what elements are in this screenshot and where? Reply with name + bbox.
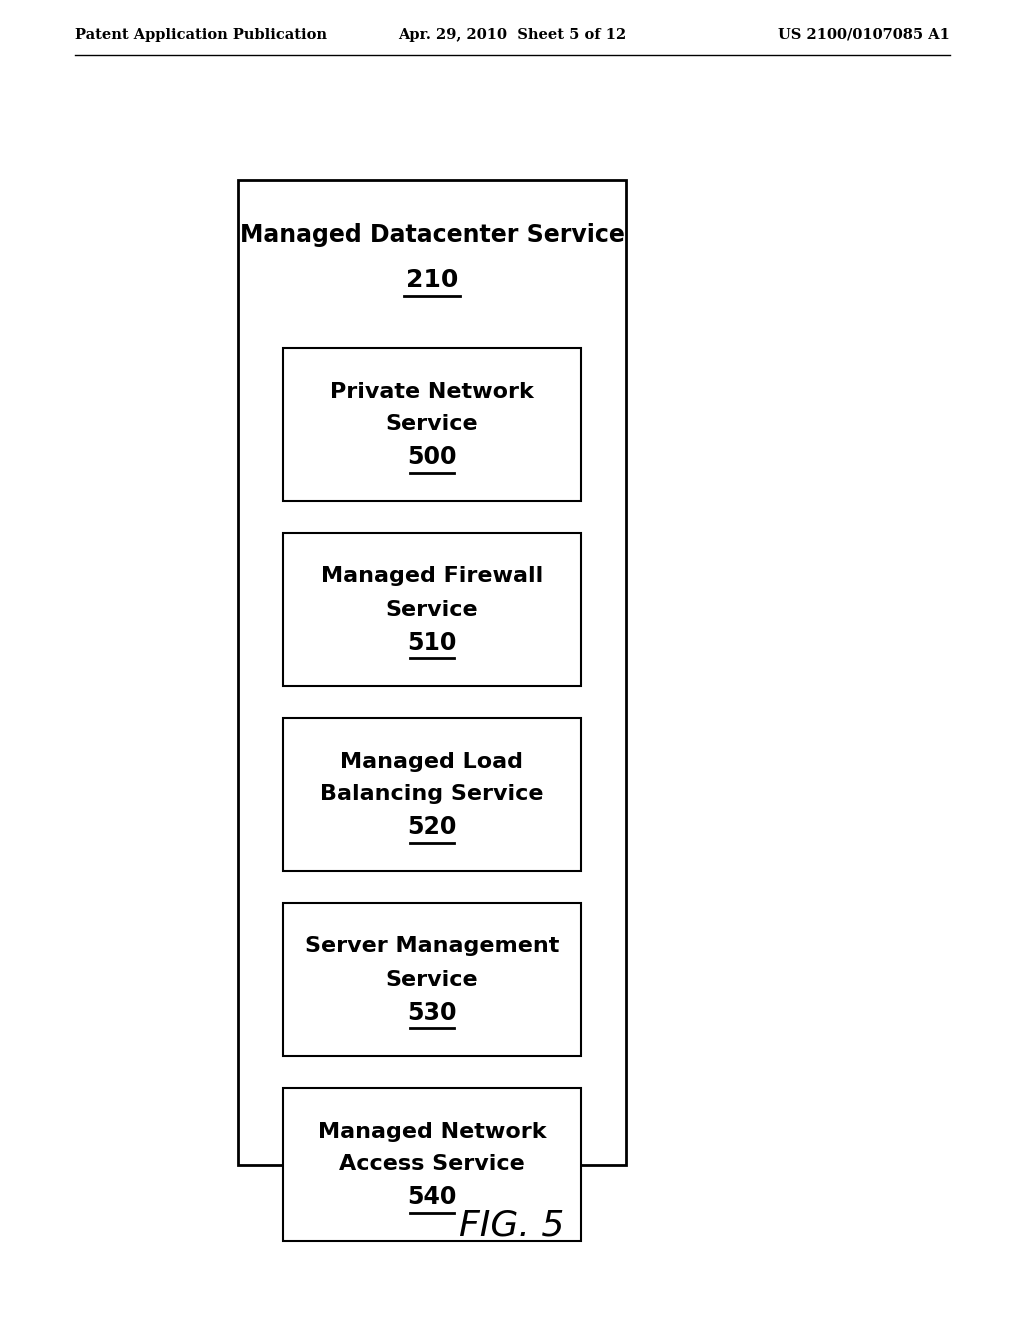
Text: Service: Service — [386, 969, 478, 990]
Bar — [283, 348, 581, 502]
Text: Private Network: Private Network — [330, 381, 534, 401]
Bar — [283, 718, 581, 871]
Text: FIG. 5: FIG. 5 — [460, 1208, 564, 1242]
Text: Managed Network: Managed Network — [317, 1122, 546, 1142]
Text: Managed Firewall: Managed Firewall — [321, 566, 543, 586]
Text: 210: 210 — [406, 268, 458, 292]
Bar — [238, 180, 626, 1166]
Text: 530: 530 — [408, 1001, 457, 1024]
Text: 540: 540 — [408, 1185, 457, 1209]
Text: US 2100/0107085 A1: US 2100/0107085 A1 — [778, 28, 950, 42]
Bar — [283, 903, 581, 1056]
Text: Service: Service — [386, 414, 478, 434]
Text: Managed Load: Managed Load — [341, 751, 523, 771]
Text: 500: 500 — [408, 446, 457, 470]
Text: Server Management: Server Management — [305, 936, 559, 957]
Text: Patent Application Publication: Patent Application Publication — [75, 28, 327, 42]
Bar — [283, 1088, 581, 1241]
Text: Service: Service — [386, 599, 478, 619]
Text: 510: 510 — [408, 631, 457, 655]
Text: Balancing Service: Balancing Service — [321, 784, 544, 804]
Text: Managed Datacenter Service: Managed Datacenter Service — [240, 223, 625, 247]
Bar — [283, 533, 581, 686]
Text: Apr. 29, 2010  Sheet 5 of 12: Apr. 29, 2010 Sheet 5 of 12 — [398, 28, 626, 42]
Text: 520: 520 — [408, 816, 457, 840]
Text: Access Service: Access Service — [339, 1155, 525, 1175]
